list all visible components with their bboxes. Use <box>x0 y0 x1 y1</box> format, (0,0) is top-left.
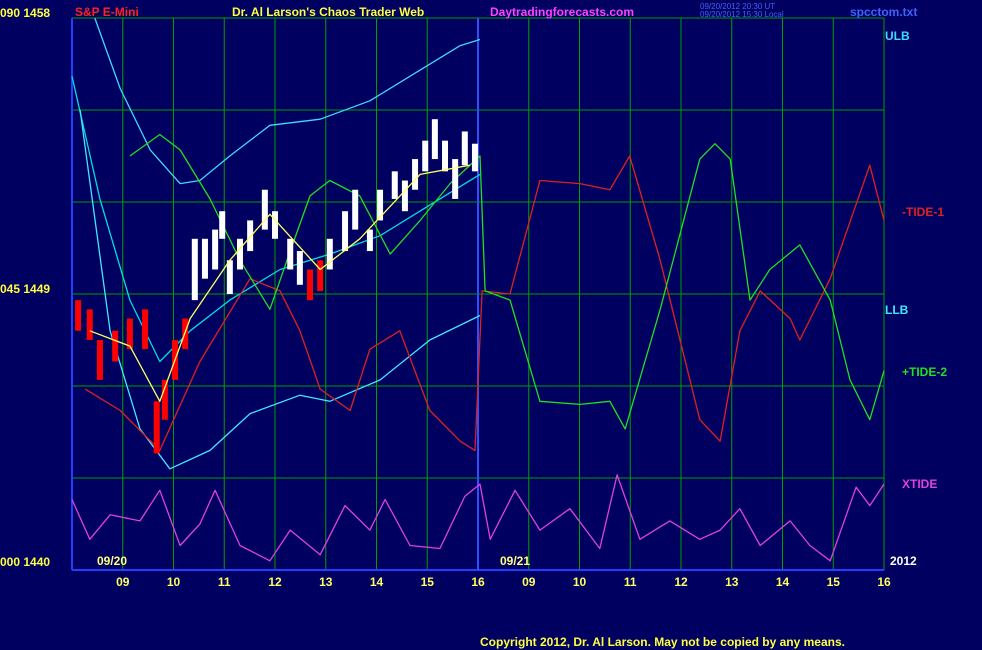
x-tick-label: 09 <box>522 575 536 589</box>
instrument: S&P E-Mini <box>75 5 139 19</box>
price-bar <box>261 189 268 230</box>
x-tick-label: 13 <box>319 575 333 589</box>
legend-label: XTIDE <box>902 477 937 491</box>
price-bar <box>452 159 459 199</box>
x-tick-label: 11 <box>218 575 231 589</box>
legend-label: -TIDE-1 <box>902 205 944 219</box>
timestamp: 09/20/2012 20:30 UT <box>700 2 775 11</box>
price-bar <box>272 211 278 239</box>
legend-label: +TIDE-2 <box>902 365 947 379</box>
date-label: 09/21 <box>500 554 530 568</box>
series-line <box>71 76 481 363</box>
lines-top <box>89 164 471 402</box>
price-bar <box>461 131 468 166</box>
x-tick-label: 15 <box>421 575 435 589</box>
price-bar <box>142 309 149 350</box>
y-tick-label: 045 1449 <box>0 282 50 296</box>
date-label: 09/20 <box>97 554 127 568</box>
x-tick-label: 09 <box>116 575 130 589</box>
x-tick-label: 16 <box>471 575 485 589</box>
series-line <box>94 17 481 185</box>
y-tick-label: 090 1458 <box>0 6 50 20</box>
site: Daytradingforecasts.com <box>490 5 634 19</box>
price-bar <box>212 229 219 270</box>
price-bar <box>471 143 478 172</box>
series-line <box>79 109 481 470</box>
price-bar <box>442 140 449 172</box>
price-bar <box>326 238 333 270</box>
price-bar <box>296 251 303 285</box>
price-bar <box>431 119 438 160</box>
price-bar <box>422 140 429 172</box>
x-tick-label: 13 <box>725 575 739 589</box>
price-bar <box>191 238 198 301</box>
chart-title: Dr. Al Larson's Chaos Trader Web <box>232 5 424 19</box>
price-bar <box>342 211 349 252</box>
y-tick-label: 000 1440 <box>0 555 50 569</box>
series-line <box>129 133 885 430</box>
price-bar <box>391 171 398 199</box>
copyright: Copyright 2012, Dr. Al Larson. May not b… <box>480 635 845 649</box>
price-bar <box>96 340 103 380</box>
lines <box>71 17 885 562</box>
price-bar <box>112 330 119 362</box>
price-bar <box>352 189 359 230</box>
x-tick-label: 10 <box>167 575 181 589</box>
x-tick-label: 11 <box>624 575 637 589</box>
price-bar <box>126 318 133 350</box>
price-bar <box>201 238 208 279</box>
price-bar <box>226 260 233 294</box>
price-bar <box>287 238 294 270</box>
x-tick-label: 14 <box>370 575 384 589</box>
series-line <box>84 155 885 452</box>
file-name: spcctom.txt <box>850 5 917 19</box>
price-bar <box>377 189 384 221</box>
labels: 090 1458 045 1449 000 1440 09 10 11 12 13 14 15 16… <box>0 6 947 589</box>
x-tick-label: 12 <box>268 575 282 589</box>
price-bar <box>75 300 82 331</box>
x-tick-label: 12 <box>674 575 688 589</box>
x-tick-label: 10 <box>573 575 587 589</box>
price-bar <box>247 220 254 252</box>
timestamp: 09/20/2012 15:30 Local <box>700 10 784 19</box>
price-bar <box>236 238 243 270</box>
legend-label: LLB <box>885 303 909 317</box>
price-bar <box>401 180 408 212</box>
price-bar <box>307 269 314 301</box>
price-bar <box>366 229 373 252</box>
price-bar <box>153 401 160 454</box>
series-line <box>89 164 471 402</box>
date-label: 2012 <box>890 554 917 568</box>
price-bar <box>86 309 93 340</box>
price-bar <box>317 260 324 291</box>
series-line <box>71 474 885 562</box>
x-tick-label: 16 <box>877 575 891 589</box>
legend-label: ULB <box>885 29 910 43</box>
price-bar <box>219 211 226 239</box>
x-tick-label: 15 <box>827 575 841 589</box>
price-bar <box>412 159 419 190</box>
price-bar <box>161 379 168 420</box>
x-tick-label: 14 <box>776 575 790 589</box>
